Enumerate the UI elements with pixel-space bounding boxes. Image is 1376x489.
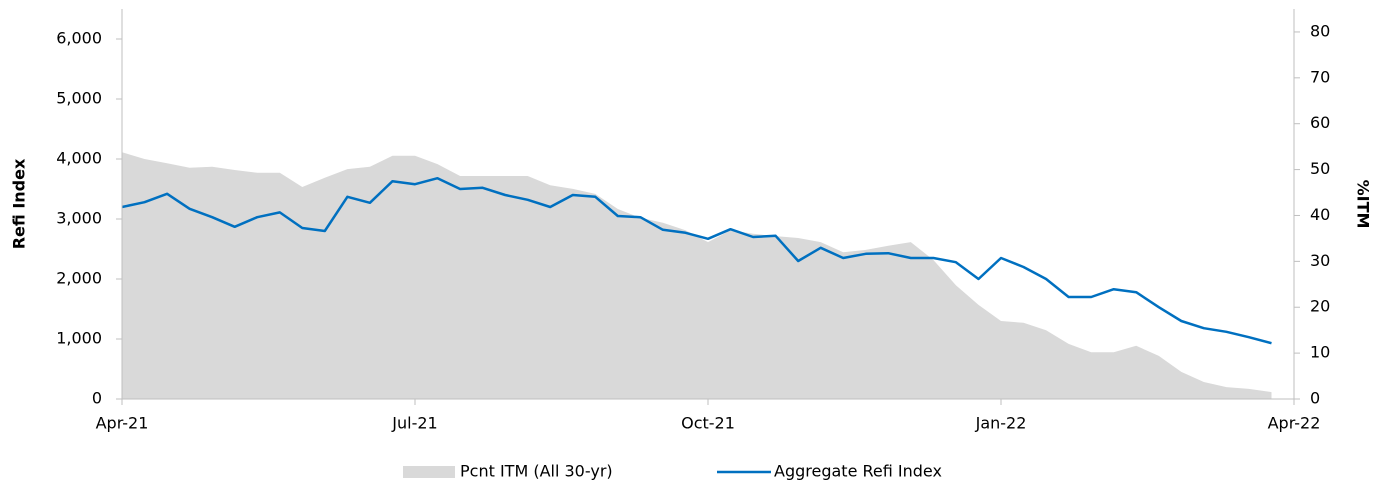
y-axis-title: Refi Index — [10, 158, 29, 249]
y-tick-label: 1,000 — [56, 329, 102, 348]
y2-tick-label: 80 — [1310, 21, 1330, 40]
y-tick-label: 3,000 — [56, 209, 102, 228]
y2-tick-label: 10 — [1310, 343, 1330, 362]
legend-label: Aggregate Refi Index — [774, 462, 942, 481]
legend-swatch — [403, 466, 455, 478]
area — [122, 152, 1272, 399]
x-tick-label: Jul-21 — [391, 414, 437, 433]
y-tick-label: 2,000 — [56, 269, 102, 288]
y2-tick-label: 20 — [1310, 297, 1330, 316]
x-tick-label: Apr-21 — [96, 414, 149, 433]
y2-axis-title: %ITM — [1354, 180, 1373, 229]
x-tick-label: Jan-22 — [975, 414, 1027, 433]
legend-label: Pcnt ITM (All 30-yr) — [460, 462, 613, 481]
y2-tick-label: 50 — [1310, 159, 1330, 178]
y-tick-label: 5,000 — [56, 89, 102, 108]
y2-tick-label: 30 — [1310, 251, 1330, 270]
y2-tick-label: 40 — [1310, 205, 1330, 224]
line — [121, 176, 1272, 345]
x-tick-label: Oct-21 — [681, 414, 735, 433]
y2-tick-label: 0 — [1310, 389, 1320, 408]
x-tick-label: Apr-22 — [1268, 414, 1321, 433]
y2-tick-label: 70 — [1310, 67, 1330, 86]
y-tick-label: 0 — [92, 389, 102, 408]
y2-tick-label: 60 — [1310, 113, 1330, 132]
y-tick-label: 4,000 — [56, 149, 102, 168]
y-tick-label: 6,000 — [56, 29, 102, 48]
